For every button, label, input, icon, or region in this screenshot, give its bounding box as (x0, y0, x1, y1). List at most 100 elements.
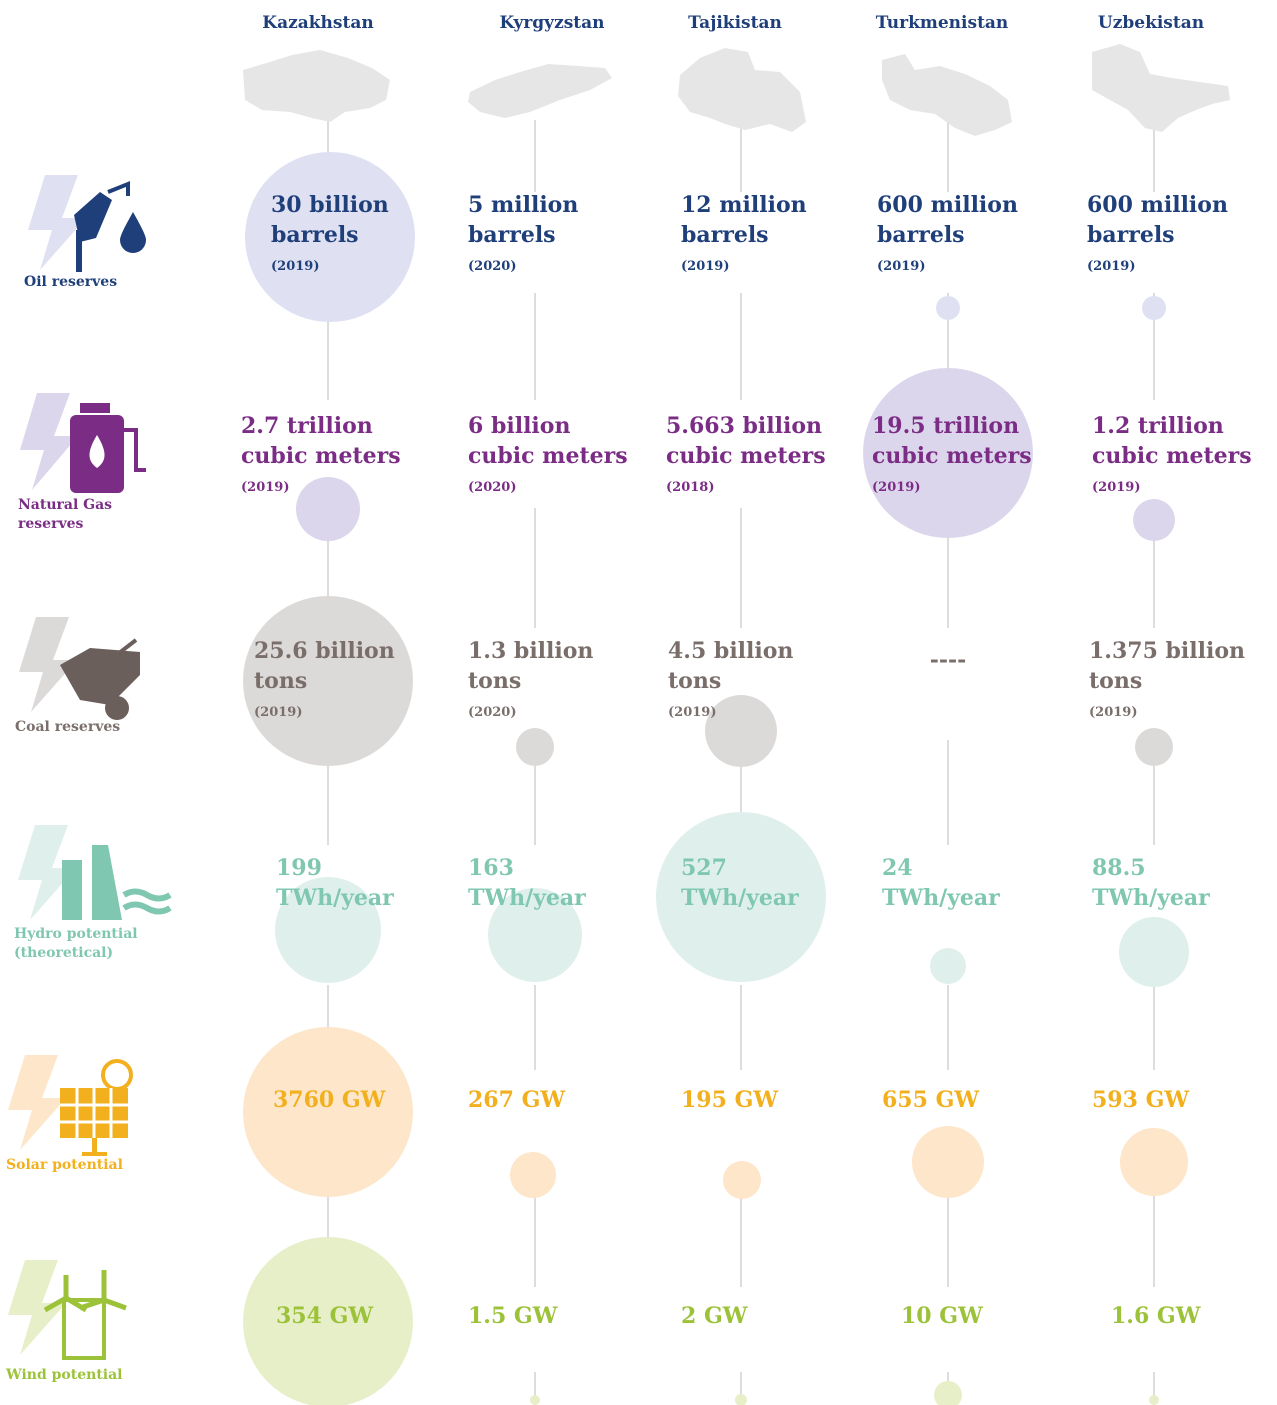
cell-value: 527 (681, 855, 727, 881)
cell-value: 1.6 GW (1111, 1303, 1201, 1329)
cell-value: 88.5 (1092, 855, 1146, 881)
cell-value: cubic meters (1092, 443, 1252, 469)
cell-value: 19.5 trillion (872, 413, 1019, 439)
bubble (296, 477, 360, 541)
cell-value: tons (468, 668, 521, 694)
cell-value: 354 GW (276, 1303, 373, 1329)
cell-value: 5 million (468, 192, 578, 218)
cell-value: 600 million (1087, 192, 1228, 218)
coal-icon (19, 617, 140, 720)
row-label: Wind potential (5, 1367, 123, 1383)
cell-value: barrels (877, 222, 965, 248)
bubble (516, 728, 554, 766)
bubble (1142, 296, 1166, 320)
cell-value: cubic meters (872, 443, 1032, 469)
cell-value: 2.7 trillion (241, 413, 373, 439)
bubble (243, 1237, 413, 1405)
cell-value: 1.3 billion (468, 638, 593, 664)
cell-value: 3760 GW (273, 1087, 386, 1113)
country-name: Kyrgyzstan (499, 13, 604, 33)
cell-year: (2020) (468, 705, 516, 720)
bubble (863, 368, 1033, 538)
country-name: Kazakhstan (262, 13, 373, 33)
cell-year: (2020) (468, 259, 516, 274)
bubble (510, 1152, 556, 1198)
cell-value: tons (254, 668, 307, 694)
cell-value: 1.375 billion (1089, 638, 1245, 664)
row-label: Hydro potential (14, 926, 138, 942)
row-label: Solar potential (6, 1157, 123, 1173)
bubble (930, 948, 966, 984)
bubble (705, 695, 777, 767)
cell-value: 593 GW (1092, 1087, 1189, 1113)
bubble (1120, 1128, 1188, 1196)
country-maps (243, 44, 1230, 136)
bubble (275, 877, 381, 983)
cell-value: 655 GW (882, 1087, 979, 1113)
bubble (243, 596, 413, 766)
cell-value: barrels (681, 222, 769, 248)
row-label: (theoretical) (14, 945, 113, 961)
bubble (243, 1027, 413, 1197)
cell-value: ---- (930, 647, 967, 673)
cell-value: 5.663 billion (666, 413, 822, 439)
bubble (245, 152, 415, 322)
cell-value: 163 (468, 855, 514, 881)
cell-value: 25.6 billion (254, 638, 395, 664)
bubble (1149, 1395, 1159, 1405)
cell-year: (2019) (1089, 705, 1137, 720)
bubble (1133, 499, 1175, 541)
cell-value: TWh/year (681, 885, 799, 911)
cell-value: cubic meters (666, 443, 826, 469)
bubble (936, 296, 960, 320)
cell-year: (2019) (241, 480, 289, 495)
row-label: Coal reserves (15, 719, 120, 735)
bubble (488, 888, 582, 982)
cell-value: 1.5 GW (468, 1303, 558, 1329)
bubble (934, 1381, 962, 1405)
cell-value: TWh/year (468, 885, 586, 911)
cell-value: 6 billion (468, 413, 570, 439)
cell-value: cubic meters (468, 443, 628, 469)
cell-value: 30 billion (271, 192, 389, 218)
cell-year: (2020) (468, 480, 516, 495)
country-name: Uzbekistan (1098, 13, 1204, 33)
bubble (735, 1394, 747, 1405)
bubbles (243, 152, 1189, 1405)
cell-value: barrels (271, 222, 359, 248)
gas-icon (20, 393, 146, 493)
cell-year: (2019) (1087, 259, 1135, 274)
cell-year: (2019) (681, 259, 729, 274)
hydro-icon (18, 825, 172, 920)
cell-value: tons (668, 668, 721, 694)
row-label: Oil reserves (24, 274, 117, 290)
cell-year: (2019) (877, 259, 925, 274)
cell-value: 12 million (681, 192, 807, 218)
cell-value: cubic meters (241, 443, 401, 469)
cell-value: 4.5 billion (668, 638, 793, 664)
cell-value: tons (1089, 668, 1142, 694)
cell-value: 1.2 trillion (1092, 413, 1224, 439)
bubble (912, 1126, 984, 1198)
row-label: Natural Gas (18, 497, 112, 513)
wind-icon (8, 1260, 127, 1360)
cell-value: TWh/year (882, 885, 1000, 911)
cell-year: (2019) (1092, 480, 1140, 495)
cell-value: 199 (276, 855, 322, 881)
cell-year: (2019) (271, 259, 319, 274)
bubble (1119, 917, 1189, 987)
cell-value: TWh/year (276, 885, 394, 911)
cell-value: barrels (1087, 222, 1175, 248)
cell-year: (2019) (668, 705, 716, 720)
bubble (530, 1395, 540, 1405)
cell-value: barrels (468, 222, 556, 248)
bubble (1135, 728, 1173, 766)
cell-year: (2019) (254, 705, 302, 720)
row-label: reserves (18, 516, 83, 532)
country-name: Tajikistan (688, 13, 782, 33)
cell-value: TWh/year (1092, 885, 1210, 911)
oil-icon (28, 175, 146, 272)
cell-year: (2018) (666, 480, 714, 495)
solar-icon (8, 1055, 133, 1156)
